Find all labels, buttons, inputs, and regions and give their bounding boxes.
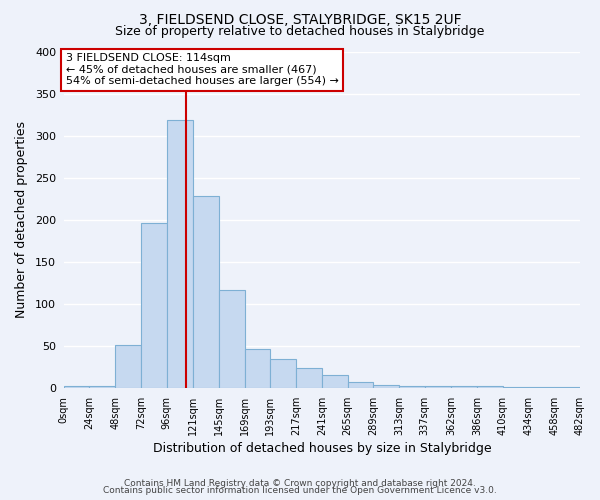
Y-axis label: Number of detached properties: Number of detached properties <box>15 122 28 318</box>
Bar <box>373 384 399 388</box>
Text: Contains HM Land Registry data © Crown copyright and database right 2024.: Contains HM Land Registry data © Crown c… <box>124 478 476 488</box>
Bar <box>399 386 425 388</box>
Text: 3 FIELDSEND CLOSE: 114sqm
← 45% of detached houses are smaller (467)
54% of semi: 3 FIELDSEND CLOSE: 114sqm ← 45% of detac… <box>66 53 339 86</box>
Bar <box>167 120 193 388</box>
Bar <box>245 350 271 388</box>
Bar <box>554 387 580 388</box>
Bar <box>529 387 554 388</box>
Bar <box>64 386 89 388</box>
Bar <box>322 376 347 388</box>
Text: Contains public sector information licensed under the Open Government Licence v3: Contains public sector information licen… <box>103 486 497 495</box>
Bar <box>425 386 451 388</box>
Text: Size of property relative to detached houses in Stalybridge: Size of property relative to detached ho… <box>115 25 485 38</box>
Bar <box>477 386 503 388</box>
Bar <box>141 223 167 388</box>
Bar <box>115 345 141 388</box>
Bar <box>89 386 115 388</box>
Bar <box>451 386 477 388</box>
Bar <box>296 368 322 388</box>
Bar <box>347 382 373 388</box>
Bar <box>503 387 529 388</box>
X-axis label: Distribution of detached houses by size in Stalybridge: Distribution of detached houses by size … <box>152 442 491 455</box>
Text: 3, FIELDSEND CLOSE, STALYBRIDGE, SK15 2UF: 3, FIELDSEND CLOSE, STALYBRIDGE, SK15 2U… <box>139 12 461 26</box>
Bar <box>193 196 219 388</box>
Bar <box>271 358 296 388</box>
Bar <box>219 290 245 388</box>
